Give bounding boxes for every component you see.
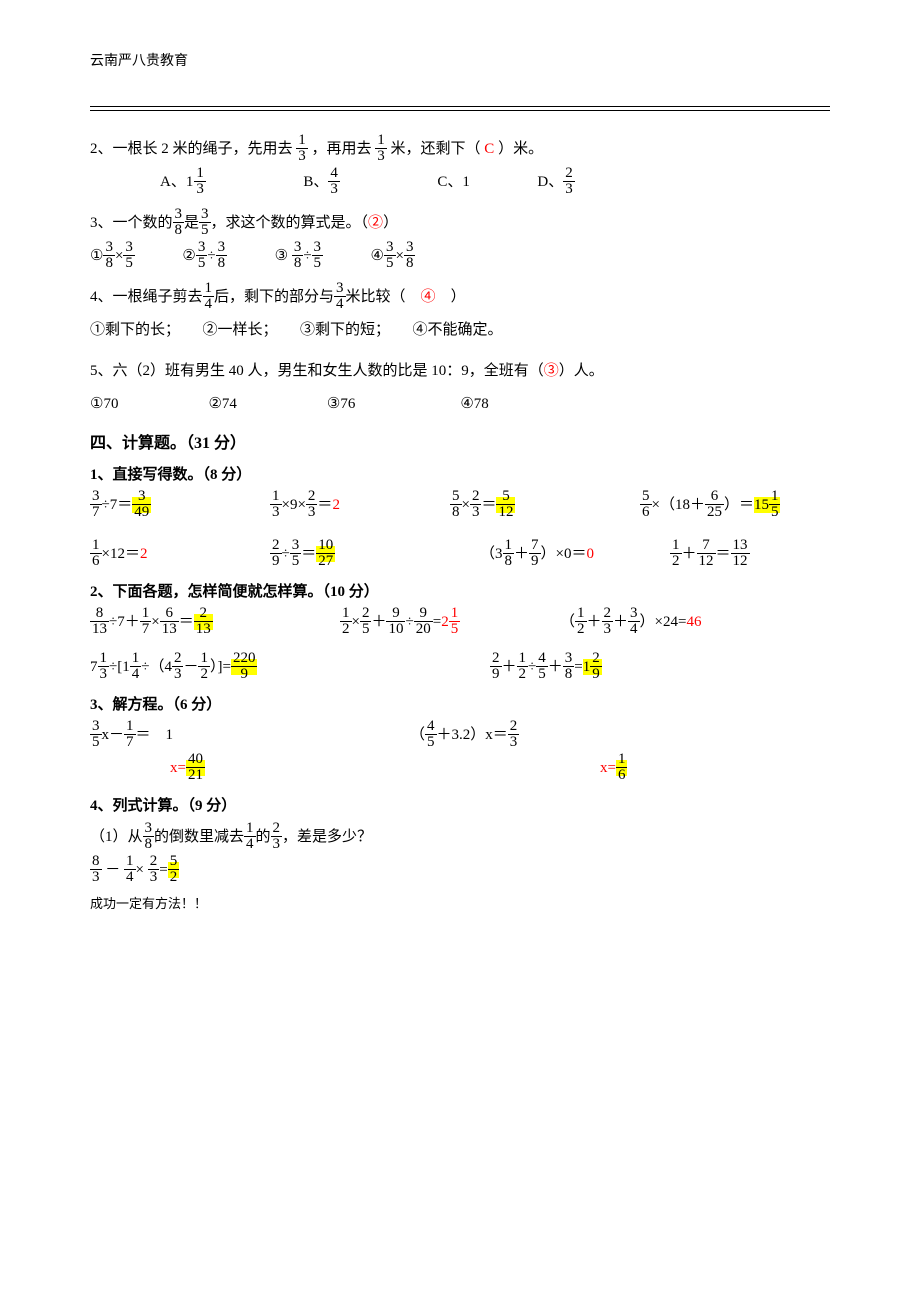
solution-b: x=16 — [490, 753, 627, 784]
fraction: 38 — [404, 240, 416, 271]
answer: C — [481, 141, 499, 157]
text: 3、一个数的 — [90, 215, 173, 231]
text: 4、一根绳子剪去 — [90, 289, 203, 305]
fraction: 38 — [292, 240, 304, 271]
eq-sol-row: x=4021 x=16 — [90, 753, 830, 784]
answer: ③ — [544, 363, 559, 379]
expr: 813÷7＋17×613＝213 — [90, 607, 340, 638]
calc-row-1: 37÷7＝349 13×9×23＝2 58×23＝512 56×（18＋625）… — [90, 490, 830, 521]
answer: ② — [368, 215, 383, 231]
expr: 12＋712＝1312 — [670, 539, 750, 570]
opt-2: ② — [182, 248, 195, 264]
text: ）米。 — [498, 141, 543, 157]
expr: （318＋79）×0＝0 — [480, 539, 670, 570]
calc-row-4: 713÷[114÷（423－12）]=2209 29＋12÷45＋38=129 — [90, 652, 830, 683]
op: × — [396, 248, 404, 264]
opt-1: ① — [90, 248, 103, 264]
solution-a: x=4021 — [90, 753, 490, 784]
q4-options: ①剩下的长； ②一样长； ③剩下的短； ④不能确定。 — [90, 314, 830, 347]
calc-row-2: 16×12＝2 29÷35＝1027 （318＋79）×0＝0 12＋712＝1… — [90, 539, 830, 570]
fraction: 14 — [203, 281, 215, 312]
opt-3: ③ — [275, 248, 292, 264]
expr: 56×（18＋625）＝1515 — [640, 490, 780, 521]
page-header: 云南严八贵教育 — [90, 50, 830, 76]
text: 5、六（2）班有男生 40 人，男生和女生人数的比是 10：9，全班有（ — [90, 363, 544, 379]
q3-stem: 3、一个数的38是35，求这个数的算式是。（②） — [90, 207, 830, 240]
text: ，再用去 — [312, 141, 372, 157]
text: ） — [383, 215, 398, 231]
section-4-2-title: 2、下面各题，怎样简便就怎样算。（10 分） — [90, 580, 830, 601]
text: ）人。 — [559, 363, 604, 379]
expr: 713÷[114÷（423－12）]=2209 — [90, 652, 490, 683]
equation-b: （45＋3.2）x＝23 — [410, 720, 519, 751]
text: 米，还剩下（ — [391, 141, 481, 157]
equation-a: 35x－17＝ 1 — [90, 720, 410, 751]
section-4-title: 四、计算题。（31 分） — [90, 429, 830, 453]
fraction: 34 — [334, 281, 346, 312]
fraction: 38 — [173, 207, 185, 238]
mixed-fraction: 113 — [186, 166, 206, 199]
fraction: 13 — [375, 133, 387, 164]
text: 是 — [184, 215, 199, 231]
fraction: 35 — [123, 240, 135, 271]
q4-stem: 4、一根绳子剪去14后，剩下的部分与34米比较（ ④ ） — [90, 281, 830, 314]
q5-stem: 5、六（2）班有男生 40 人，男生和女生人数的比是 10：9，全班有（③）人。 — [90, 355, 830, 388]
fraction: 23 — [563, 166, 575, 197]
expr: 29＋12÷45＋38=129 — [490, 652, 602, 683]
q2-options: A、113 B、43 C、1 D、23 — [90, 166, 830, 199]
expr: 13×9×23＝2 — [270, 490, 450, 521]
opt-4: ④ — [371, 248, 384, 264]
op: ÷ — [303, 248, 311, 264]
section-4-1-title: 1、直接写得数。（8 分） — [90, 463, 830, 484]
text: ，求这个数的算式是。（ — [211, 215, 369, 231]
expr: 37÷7＝349 — [90, 490, 270, 521]
text: ） — [436, 289, 466, 305]
q5-options: ①70 ②74 ③76 ④78 — [90, 388, 830, 421]
fraction: 35 — [196, 240, 208, 271]
fraction: 38 — [216, 240, 228, 271]
expr: 12×25＋910÷920=215 — [340, 607, 560, 638]
text: 1 — [462, 174, 470, 190]
section-4-4-title: 4、列式计算。（9 分） — [90, 794, 830, 815]
fraction: 35 — [384, 240, 396, 271]
fraction: 35 — [199, 207, 211, 238]
fraction: 13 — [296, 133, 308, 164]
answer: ④ — [421, 289, 436, 305]
fraction: 43 — [328, 166, 340, 197]
opt-c: C、 — [437, 174, 462, 190]
eq-row: 35x－17＝ 1 （45＋3.2）x＝23 — [90, 720, 830, 751]
q2-stem: 2、一根长 2 米的绳子，先用去 13 ，再用去 13 米，还剩下（ C ）米。 — [90, 133, 830, 166]
page-footer: 成功一定有方法！！ — [90, 893, 830, 912]
opt-d: D、 — [537, 174, 563, 190]
op: × — [115, 248, 123, 264]
fraction: 35 — [312, 240, 324, 271]
text: 2、一根长 2 米的绳子，先用去 — [90, 141, 293, 157]
text: 米比较（ — [346, 289, 421, 305]
calc-row-3: 813÷7＋17×613＝213 12×25＋910÷920=215 （12＋2… — [90, 607, 830, 638]
fraction: 38 — [103, 240, 115, 271]
word-problem-1-solution: 83 － 14× 23=52 — [90, 854, 830, 887]
opt-b: B、 — [303, 174, 328, 190]
expr: 16×12＝2 — [90, 539, 270, 570]
q3-options: ①38×35 ②35÷38 ③ 38÷35 ④35×38 — [90, 240, 830, 273]
header-rule — [90, 106, 830, 111]
opt-a: A、 — [160, 174, 186, 190]
word-problem-1: （1）从38的倒数里减去14的23，差是多少？ — [90, 821, 830, 854]
expr: 29÷35＝1027 — [270, 539, 480, 570]
expr: （12＋23＋34）×24=46 — [560, 607, 701, 638]
section-4-3-title: 3、解方程。（6 分） — [90, 693, 830, 714]
text: 后，剩下的部分与 — [214, 289, 334, 305]
expr: 58×23＝512 — [450, 490, 640, 521]
op: ÷ — [207, 248, 215, 264]
